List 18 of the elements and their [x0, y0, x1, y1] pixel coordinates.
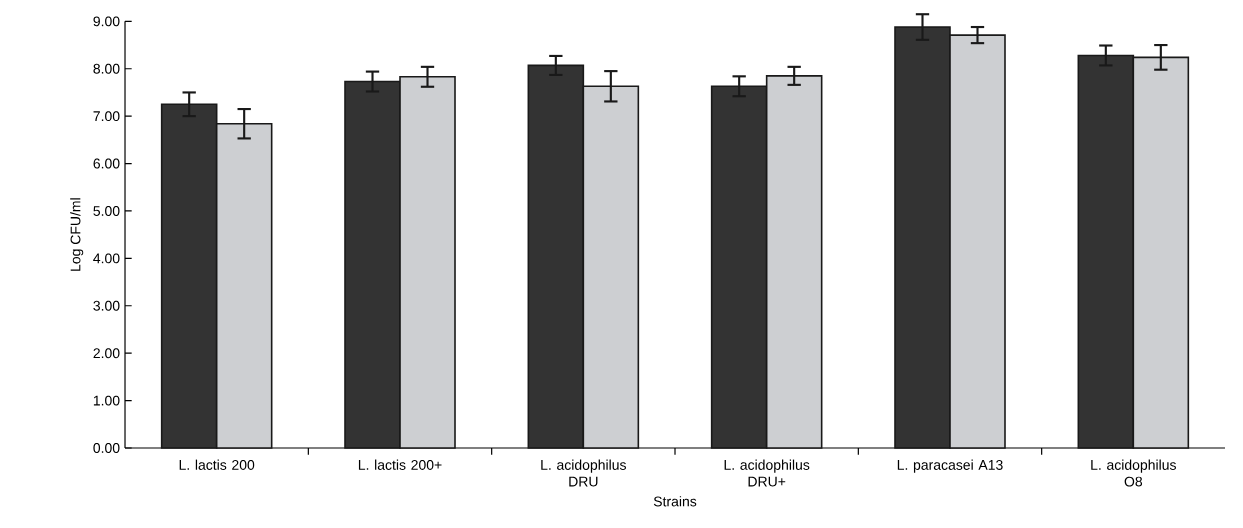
y-axis-title: Log CFU/ml [70, 198, 84, 271]
x-tick-label: L. lactis 200 [179, 459, 255, 470]
y-tick-label: 9.00 [93, 16, 120, 27]
y-tick-label: 8.00 [93, 63, 120, 74]
x-tick-label: L. paracasei A13 [897, 459, 1003, 473]
y-tick-label: 3.00 [93, 300, 120, 311]
x-tick-label: L. acidophilus O8 [1091, 459, 1176, 487]
y-tick-label: 2.00 [93, 348, 120, 359]
x-axis-title: Strains [653, 496, 697, 507]
y-tick-label: 5.00 [93, 206, 120, 216]
y-tick-label: 4.00 [93, 253, 120, 264]
y-tick-label: 6.00 [93, 158, 120, 169]
x-tick-label: L. acidophilus DRU [541, 459, 626, 487]
y-tick-label: 0.00 [93, 443, 120, 453]
y-tick-label: 1.00 [93, 395, 120, 406]
x-tick-label: L. lactis 200+ [358, 459, 442, 470]
y-tick-label: 7.00 [93, 111, 120, 122]
x-tick-label: L. acidophilus DRU+ [724, 459, 810, 487]
